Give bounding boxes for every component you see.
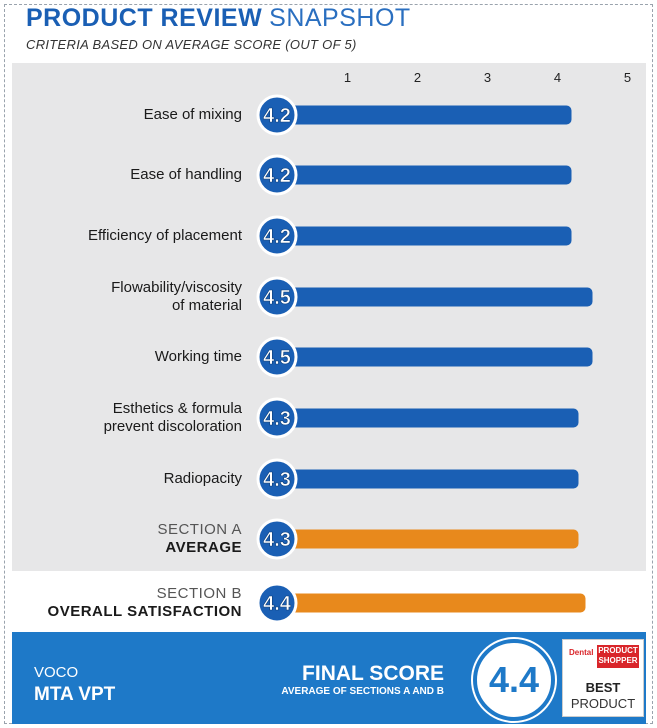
section-label: SECTION A AVERAGE bbox=[157, 521, 242, 557]
category-label-line: prevent discoloration bbox=[103, 418, 242, 435]
category-label-line: Efficiency of placement bbox=[88, 227, 242, 244]
product-name: MTA VPT bbox=[34, 684, 116, 705]
score-circle bbox=[256, 154, 298, 196]
section-label-line1: SECTION A bbox=[157, 521, 242, 538]
page-title: PRODUCT REVIEW SNAPSHOT bbox=[26, 4, 411, 33]
score-bar bbox=[288, 347, 593, 367]
score-circle bbox=[256, 215, 298, 257]
score-bar bbox=[288, 105, 572, 125]
section-label-line1: SECTION B bbox=[156, 585, 242, 602]
badge-product-shopper: PRODUCT SHOPPER bbox=[597, 645, 639, 668]
score-circle bbox=[256, 94, 298, 136]
score-bar bbox=[288, 226, 572, 246]
score-circle bbox=[256, 458, 298, 500]
score-circle bbox=[256, 518, 298, 560]
category-label-line: of material bbox=[171, 297, 242, 314]
score-value-label: 4.5 bbox=[263, 287, 291, 309]
score-value-label: 4.4 bbox=[263, 593, 292, 615]
final-score-value: 4.4 bbox=[488, 659, 540, 700]
section-label-line2: AVERAGE bbox=[165, 539, 242, 556]
x-tick-label: 2 bbox=[414, 70, 421, 85]
score-circle bbox=[256, 582, 298, 624]
category-label: Flowability/viscosity of material bbox=[111, 279, 242, 315]
category-label-line: Ease of mixing bbox=[143, 106, 242, 123]
brand-name: VOCO bbox=[34, 664, 79, 681]
badge-product: PRODUCT bbox=[570, 696, 636, 711]
score-value-label: 4.2 bbox=[263, 165, 291, 187]
x-tick-label: 5 bbox=[624, 70, 631, 85]
score-value-label: 4.2 bbox=[263, 105, 291, 127]
score-circle bbox=[256, 276, 298, 318]
badge-best: BEST bbox=[585, 680, 621, 695]
category-label: Esthetics & formula prevent discoloration bbox=[104, 400, 242, 436]
section-label: SECTION B OVERALL SATISFACTION bbox=[48, 585, 242, 621]
section-bar bbox=[288, 529, 579, 549]
score-value-label: 4.3 bbox=[263, 408, 291, 430]
category-label-line: Ease of handling bbox=[130, 166, 242, 183]
score-value-label: 4.3 bbox=[263, 469, 291, 491]
score-bar bbox=[288, 165, 572, 185]
title-bold: PRODUCT REVIEW bbox=[26, 4, 263, 32]
x-tick-label: 4 bbox=[554, 70, 561, 85]
category-label: Radiopacity bbox=[164, 470, 242, 488]
category-label: Efficiency of placement bbox=[88, 227, 242, 245]
score-bar bbox=[288, 408, 579, 428]
final-score-subtitle: AVERAGE OF SECTIONS A AND B bbox=[281, 686, 444, 697]
category-label-line: Radiopacity bbox=[163, 470, 242, 487]
x-tick-label: 3 bbox=[484, 70, 491, 85]
category-label-line: Working time bbox=[154, 348, 242, 365]
badge-dental: Dental bbox=[569, 648, 594, 657]
best-product-badge: Dental PRODUCT SHOPPER BEST PRODUCT bbox=[562, 639, 644, 717]
section-bar bbox=[288, 593, 586, 613]
score-circle bbox=[256, 397, 298, 439]
category-label: Working time bbox=[155, 348, 242, 366]
chart-subtitle: CRITERIA BASED ON AVERAGE SCORE (OUT OF … bbox=[26, 37, 357, 52]
score-bar bbox=[288, 287, 593, 307]
final-score-title: FINAL SCORE bbox=[302, 662, 444, 685]
x-tick-label: 1 bbox=[344, 70, 351, 85]
category-label: Ease of mixing bbox=[144, 106, 242, 124]
score-value-label: 4.5 bbox=[263, 347, 291, 369]
badge-logo: Dental PRODUCT SHOPPER bbox=[567, 644, 639, 668]
category-label: Ease of handling bbox=[130, 166, 242, 184]
category-label-line: Esthetics & formula bbox=[112, 400, 242, 417]
section-label-line2: OVERALL SATISFACTION bbox=[47, 603, 242, 620]
score-circle bbox=[256, 336, 298, 378]
final-score-circle: 4.4 bbox=[473, 639, 555, 721]
score-value-label: 4.2 bbox=[263, 226, 291, 248]
title-light: SNAPSHOT bbox=[269, 4, 411, 32]
score-bar bbox=[288, 469, 579, 489]
footer-panel: VOCO MTA VPT FINAL SCORE AVERAGE OF SECT… bbox=[12, 632, 646, 724]
category-label-line: Flowability/viscosity bbox=[111, 279, 242, 296]
score-value-label: 4.3 bbox=[263, 529, 291, 551]
